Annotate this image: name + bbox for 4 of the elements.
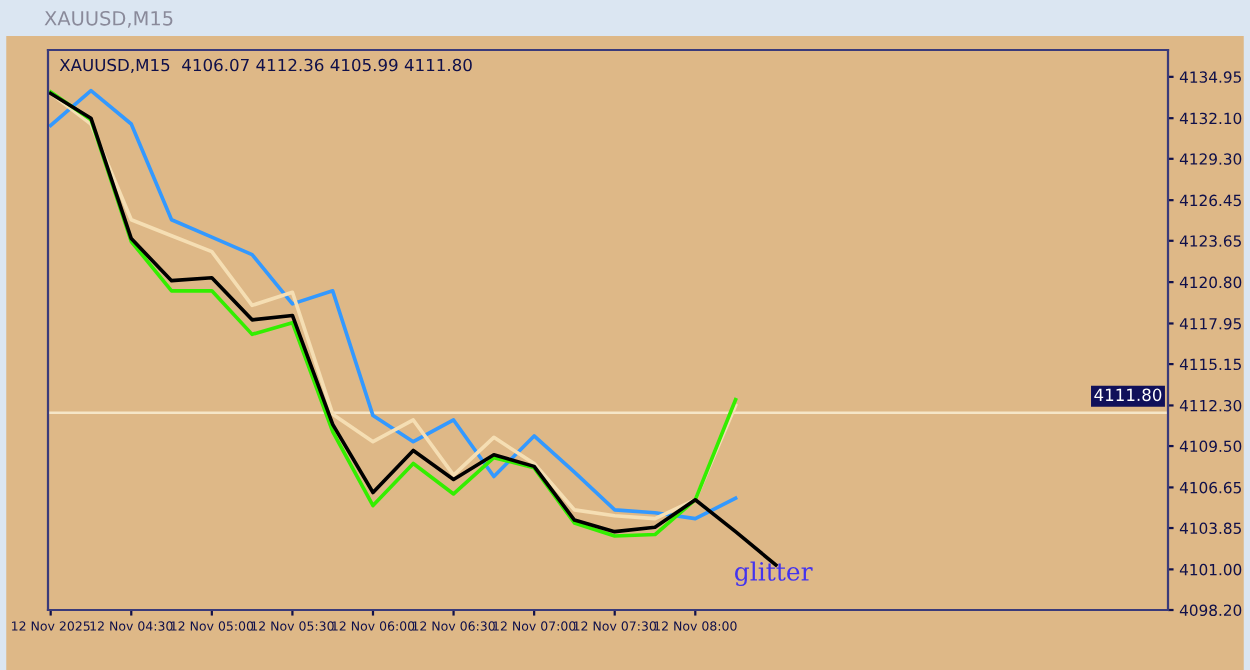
chart-title: XAUUSD,M15	[44, 10, 173, 28]
annotation: glitter	[735, 561, 813, 587]
ref-line-label: 4111.80	[1094, 388, 1162, 402]
chart-subtitle: XAUUSD,M15 4106.07 4112.36 4105.99 4111.80	[59, 58, 472, 73]
